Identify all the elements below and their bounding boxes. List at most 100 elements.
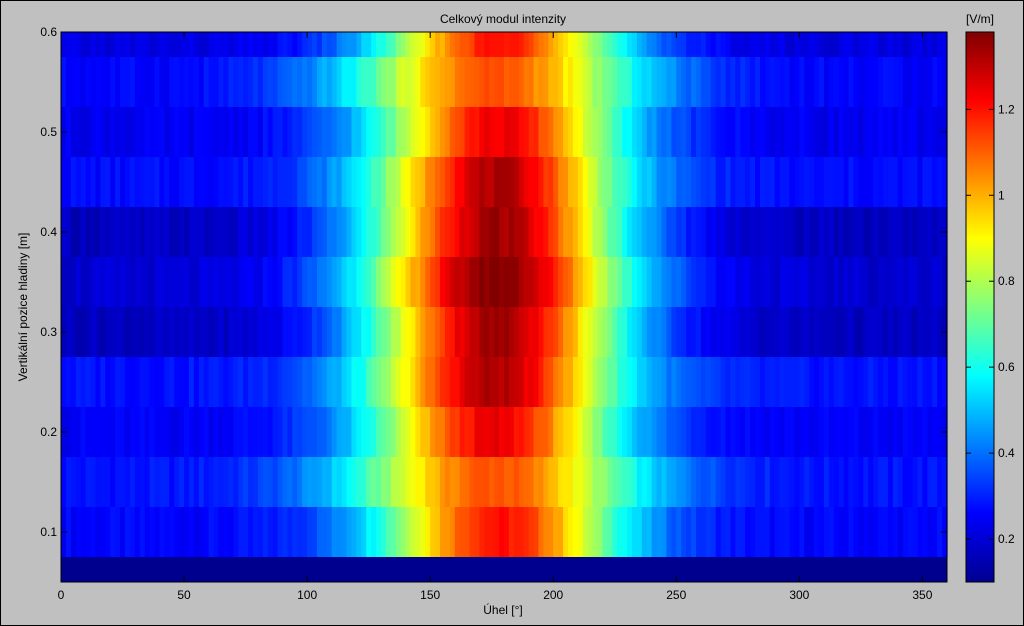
heatmap-cell (282, 107, 289, 157)
heatmap-cell (134, 107, 141, 157)
heatmap-cell (671, 32, 677, 57)
heatmap-cell (435, 457, 441, 507)
x-tick-label: 300 (789, 588, 809, 602)
heatmap-cell (710, 307, 717, 357)
heatmap-cell (504, 157, 510, 207)
heatmap-cell (336, 407, 343, 457)
heatmap-cell (346, 407, 353, 457)
heatmap-cell (75, 507, 82, 557)
heatmap-cell (548, 507, 554, 557)
heatmap-cell (922, 157, 928, 207)
heatmap-cell (676, 32, 682, 57)
heatmap-cell (380, 157, 387, 207)
heatmap-cell (464, 32, 471, 57)
heatmap-cell (100, 32, 106, 57)
heatmap-cell (700, 457, 707, 507)
heatmap-cell (799, 357, 805, 407)
heatmap-cell (164, 457, 170, 507)
colorbar-tick-label: 0.4 (998, 446, 1015, 460)
heatmap-cell (907, 157, 914, 207)
heatmap-cell (779, 357, 786, 407)
heatmap-cell (100, 507, 106, 557)
heatmap-cell (257, 407, 264, 457)
heatmap-cell (789, 157, 796, 207)
heatmap-cell (725, 507, 732, 557)
heatmap-cell (435, 357, 441, 407)
heatmap-cell (336, 307, 343, 357)
heatmap-cell (223, 507, 229, 557)
heatmap-cell (282, 207, 289, 257)
heatmap-cell (533, 507, 540, 557)
heatmap-cell (430, 407, 436, 457)
heatmap-cell (833, 157, 840, 207)
heatmap-cell (553, 407, 559, 457)
heatmap-cell (553, 307, 559, 357)
heatmap-cell (380, 32, 387, 57)
heatmap-cell (814, 57, 820, 107)
heatmap-cell (218, 257, 225, 307)
heatmap-cell (213, 157, 220, 207)
heatmap-cell (297, 457, 303, 507)
heatmap-cell (223, 157, 229, 207)
heatmap-cell (469, 57, 476, 107)
heatmap-cell (873, 207, 879, 257)
heatmap-cell (572, 357, 579, 407)
heatmap-cell (272, 257, 279, 307)
heatmap-cell (833, 457, 840, 507)
heatmap-cell (681, 157, 687, 207)
heatmap-cell (823, 107, 830, 157)
heatmap-cell (705, 507, 712, 557)
heatmap-cell (661, 257, 668, 307)
heatmap-cell (641, 457, 648, 507)
heatmap-cell (587, 457, 594, 507)
heatmap-cell (661, 307, 668, 357)
heatmap-cell (937, 407, 943, 457)
heatmap-cell (567, 57, 574, 107)
heatmap-cell (479, 257, 485, 307)
heatmap-cell (725, 257, 732, 307)
heatmap-cell (587, 357, 594, 407)
heatmap-cell (563, 307, 569, 357)
heatmap-cell (346, 257, 353, 307)
heatmap-cell (287, 357, 293, 407)
heatmap-cell (164, 307, 170, 357)
heatmap-cell (819, 457, 825, 507)
heatmap-cell (779, 307, 786, 357)
heatmap-cell (356, 307, 362, 357)
heatmap-cell (858, 207, 864, 257)
heatmap-cell (80, 307, 87, 357)
heatmap-cell (883, 457, 889, 507)
heatmap-cell (646, 157, 653, 207)
heatmap-cell (238, 507, 244, 557)
heatmap-cell (312, 407, 318, 457)
heatmap-cell (312, 32, 318, 57)
heatmap-cell (331, 307, 338, 357)
heatmap-cell (479, 507, 485, 557)
heatmap-cell (784, 307, 791, 357)
heatmap-cell (95, 307, 101, 357)
heatmap-cell (799, 507, 805, 557)
heatmap-cell (651, 157, 658, 207)
heatmap-cell (287, 457, 293, 507)
heatmap-cell (61, 457, 67, 507)
heatmap-cell (494, 57, 500, 107)
heatmap-cell (686, 57, 692, 107)
heatmap-cell (843, 357, 850, 407)
heatmap-cell (287, 207, 293, 257)
heatmap-cell (474, 457, 480, 507)
heatmap-cell (612, 57, 618, 107)
heatmap-cell (198, 407, 205, 457)
heatmap-cell (494, 257, 500, 307)
heatmap-row (61, 157, 948, 207)
heatmap-cell (681, 357, 687, 407)
heatmap-cell (444, 357, 451, 407)
heatmap-cell (85, 32, 92, 57)
heatmap-cell (277, 157, 284, 207)
heatmap-cell (538, 157, 544, 207)
heatmap-cell (124, 407, 131, 457)
heatmap-cell (838, 307, 845, 357)
heatmap-cell (878, 57, 884, 107)
heatmap-cell (400, 157, 407, 207)
heatmap-cell (449, 507, 456, 557)
heatmap-cell (676, 357, 682, 407)
